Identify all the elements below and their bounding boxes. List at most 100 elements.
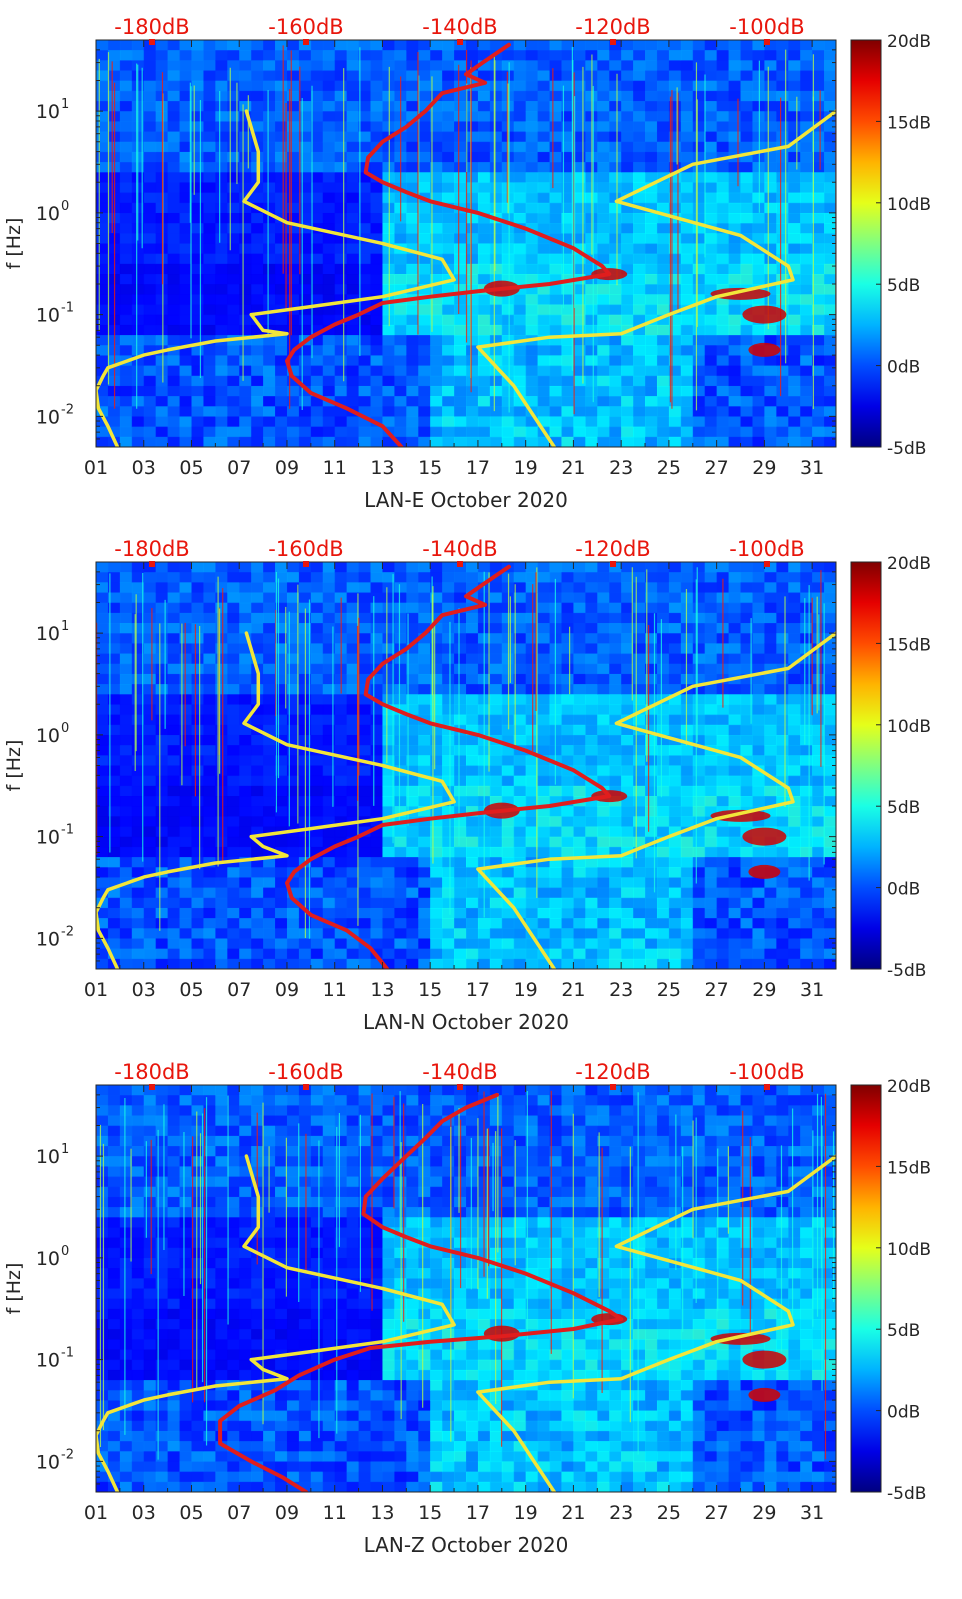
spectrogram-panel-2: 01 03 05 07 09 11 13 15 17 19 21 23 25 27 29 3110-210-1… (3, 537, 931, 1034)
hot-spot (748, 864, 781, 879)
y-axis-label: f [Hz] (3, 740, 25, 792)
colorbar-label: 15dB (887, 1158, 931, 1178)
x-tick-label: 15 (418, 1502, 442, 1524)
series-line-1 (96, 109, 456, 447)
spectrogram-panel-3: 01 03 05 07 09 11 13 15 17 19 21 23 25 27 29 3110-210-1… (3, 1060, 931, 1557)
top-db-tick (149, 39, 155, 45)
x-tick-label: 29 (752, 979, 776, 1001)
x-tick-label: 31 (800, 1502, 824, 1524)
x-tick-label: 05 (179, 1502, 203, 1524)
y-tick-label: 10 (36, 1350, 60, 1372)
top-db-tick (149, 1084, 155, 1090)
top-db-tick (457, 39, 463, 45)
x-tick-label: 07 (227, 457, 251, 479)
top-db-label: -120dB (575, 15, 650, 39)
x-tick-label: 15 (418, 457, 442, 479)
x-tick-label: 05 (179, 457, 203, 479)
x-axis-label: LAN-N October 2020 (363, 1010, 569, 1034)
y-tick-exponent: 1 (61, 97, 69, 112)
x-tick-label: 29 (752, 457, 776, 479)
y-tick-exponent: 1 (61, 1142, 69, 1157)
hot-spot (742, 827, 787, 846)
y-axis-label: f [Hz] (3, 218, 25, 270)
top-db-tick (610, 1084, 616, 1090)
x-tick-label: 25 (657, 1502, 681, 1524)
y-tick-label: 10 (36, 928, 60, 950)
y-tick-label: 10 (36, 1248, 60, 1270)
top-db-label: -120dB (575, 537, 650, 561)
x-tick-label: 09 (275, 457, 299, 479)
y-tick-label: 10 (36, 725, 60, 747)
x-tick-label: 13 (370, 979, 394, 1001)
y-tick-exponent: -2 (61, 402, 74, 417)
top-db-label: -100dB (729, 1060, 804, 1084)
top-db-tick (764, 561, 770, 567)
top-db-tick (457, 561, 463, 567)
x-tick-label: 09 (275, 979, 299, 1001)
x-tick-label: 25 (657, 457, 681, 479)
y-axis-label: f [Hz] (3, 1263, 25, 1315)
top-db-label: -140dB (422, 537, 497, 561)
x-tick-label: 11 (323, 1502, 347, 1524)
top-db-label: -100dB (729, 537, 804, 561)
x-tick-label: 21 (561, 457, 585, 479)
x-tick-label: 23 (609, 979, 633, 1001)
x-tick-label: 21 (561, 1502, 585, 1524)
x-tick-label: 15 (418, 979, 442, 1001)
colorbar-label: 10dB (887, 195, 931, 215)
top-db-label: -180dB (114, 1060, 189, 1084)
hot-spot (742, 305, 787, 324)
x-tick-label: 01 (84, 457, 108, 479)
top-db-label: -160dB (268, 1060, 343, 1084)
series-line-1 (96, 1154, 456, 1492)
colorbar-label: 5dB (887, 1321, 920, 1341)
y-tick-exponent: 0 (61, 1244, 69, 1259)
top-db-tick (457, 1084, 463, 1090)
series-line-2 (285, 42, 612, 447)
series-line-1 (96, 631, 456, 969)
colorbar-label: 15dB (887, 113, 931, 133)
colorbar-label: 0dB (887, 1403, 920, 1423)
colorbar-label: 20dB (887, 554, 931, 574)
series-line-3 (476, 109, 836, 447)
colorbar-label: 5dB (887, 276, 920, 296)
x-tick-label: 23 (609, 1502, 633, 1524)
x-tick-label: 31 (800, 979, 824, 1001)
y-tick-exponent: 0 (61, 721, 69, 736)
y-tick-label: 10 (36, 305, 60, 327)
x-axis-label: LAN-Z October 2020 (364, 1533, 569, 1557)
hot-spot (710, 1332, 771, 1345)
colorbar-label: -5dB (887, 1484, 926, 1504)
x-tick-label: 27 (705, 979, 729, 1001)
colorbar-label: -5dB (887, 961, 926, 981)
top-db-label: -160dB (268, 15, 343, 39)
spectrogram-heatmap (96, 1085, 836, 1492)
y-tick-label: 10 (36, 203, 60, 225)
top-db-label: -140dB (422, 15, 497, 39)
top-db-tick (303, 561, 309, 567)
colorbar-label: 20dB (887, 1077, 931, 1097)
x-tick-label: 17 (466, 457, 490, 479)
colorbar-label: 20dB (887, 32, 931, 52)
x-tick-label: 05 (179, 979, 203, 1001)
spectrogram-panel-1: 01 03 05 07 09 11 13 15 17 19 21 23 25 27 29 3110-210-1… (3, 15, 931, 512)
colorbar-label: -5dB (887, 439, 926, 459)
x-tick-label: 25 (657, 979, 681, 1001)
top-db-tick (764, 39, 770, 45)
x-axis-label: LAN-E October 2020 (364, 488, 568, 512)
top-db-label: -140dB (422, 1060, 497, 1084)
x-tick-label: 17 (466, 1502, 490, 1524)
colorbar-label: 0dB (887, 880, 920, 900)
colorbar-label: 5dB (887, 798, 920, 818)
y-tick-label: 10 (36, 1451, 60, 1473)
spectrogram-heatmap (96, 562, 836, 969)
colorbar (850, 1084, 882, 1493)
x-tick-label: 03 (132, 1502, 156, 1524)
x-tick-label: 07 (227, 1502, 251, 1524)
colorbar (850, 561, 882, 970)
top-db-tick (610, 561, 616, 567)
x-tick-label: 03 (132, 457, 156, 479)
top-db-tick (149, 561, 155, 567)
x-tick-label: 01 (84, 979, 108, 1001)
